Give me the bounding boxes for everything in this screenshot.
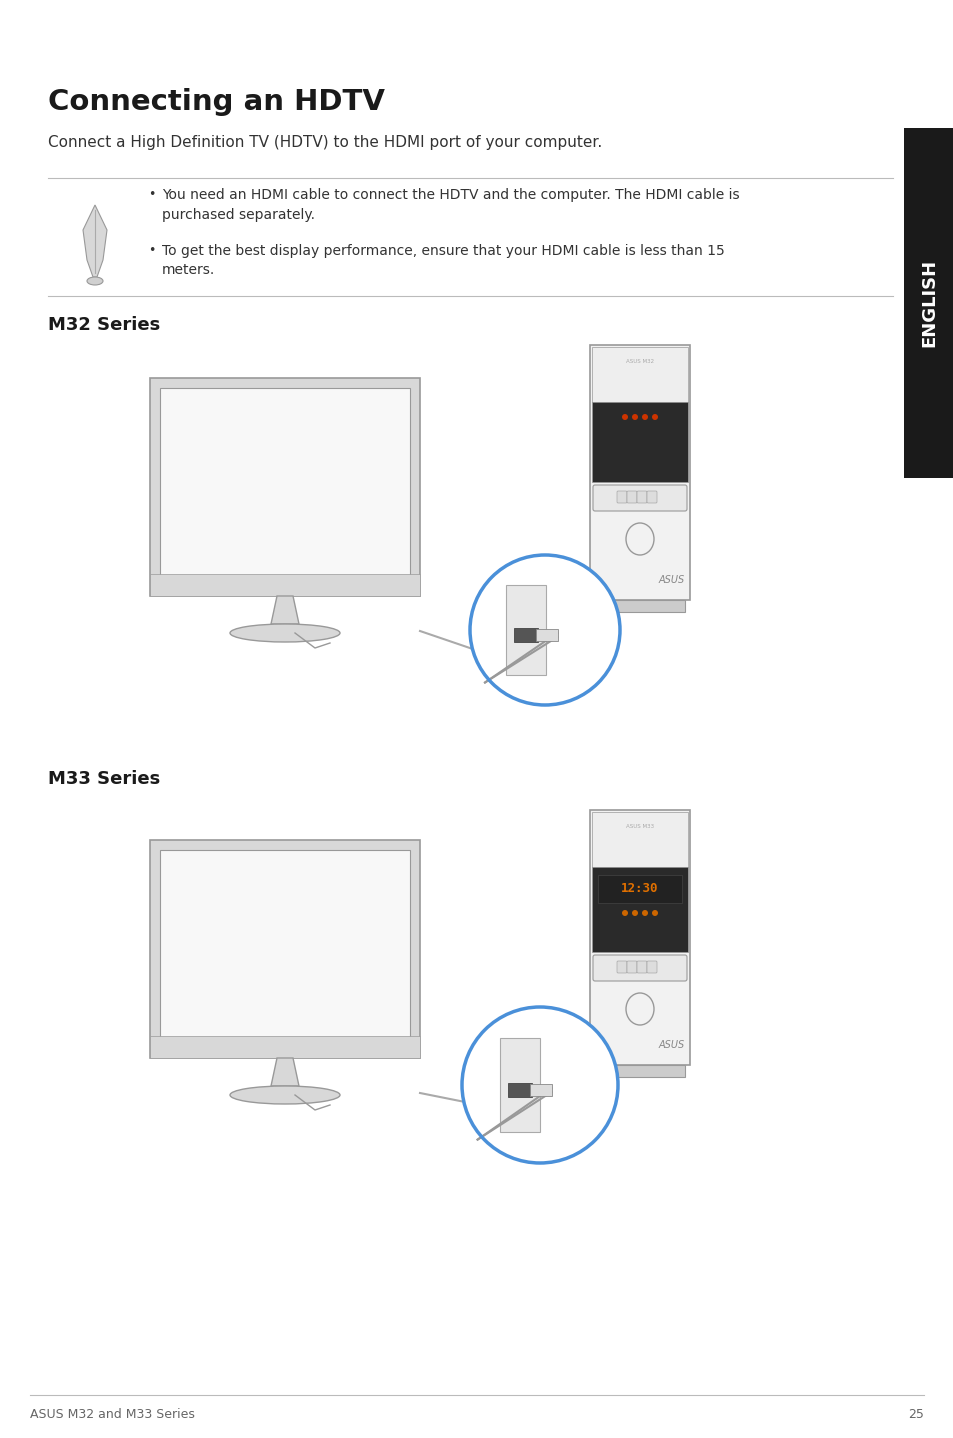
Ellipse shape (87, 278, 103, 285)
FancyBboxPatch shape (530, 1084, 552, 1096)
FancyBboxPatch shape (500, 1038, 540, 1132)
Circle shape (621, 910, 627, 916)
FancyBboxPatch shape (160, 388, 410, 592)
FancyBboxPatch shape (637, 490, 646, 503)
Ellipse shape (230, 1086, 339, 1104)
FancyBboxPatch shape (150, 1035, 419, 1058)
FancyBboxPatch shape (598, 874, 681, 903)
FancyBboxPatch shape (593, 955, 686, 981)
FancyBboxPatch shape (150, 574, 419, 595)
FancyBboxPatch shape (150, 840, 419, 1058)
FancyBboxPatch shape (593, 485, 686, 510)
FancyBboxPatch shape (617, 490, 626, 503)
Text: ASUS M32 and M33 Series: ASUS M32 and M33 Series (30, 1408, 194, 1421)
FancyBboxPatch shape (903, 128, 953, 477)
FancyBboxPatch shape (595, 600, 684, 613)
Text: 12:30: 12:30 (620, 883, 659, 896)
FancyBboxPatch shape (592, 403, 687, 482)
FancyBboxPatch shape (637, 961, 646, 974)
FancyBboxPatch shape (506, 585, 546, 674)
Circle shape (631, 414, 638, 420)
Circle shape (621, 414, 627, 420)
FancyBboxPatch shape (514, 628, 537, 641)
FancyBboxPatch shape (617, 961, 626, 974)
Circle shape (631, 910, 638, 916)
FancyBboxPatch shape (160, 850, 410, 1054)
Text: You need an HDMI cable to connect the HDTV and the computer. The HDMI cable is
p: You need an HDMI cable to connect the HD… (162, 188, 739, 221)
FancyBboxPatch shape (646, 961, 657, 974)
FancyBboxPatch shape (150, 378, 419, 595)
Text: 25: 25 (907, 1408, 923, 1421)
Text: •: • (148, 244, 155, 257)
Text: M33 Series: M33 Series (48, 769, 160, 788)
FancyBboxPatch shape (589, 345, 689, 600)
Polygon shape (83, 206, 107, 278)
FancyBboxPatch shape (646, 490, 657, 503)
Text: ASUS M32: ASUS M32 (625, 360, 654, 364)
FancyBboxPatch shape (626, 490, 637, 503)
Ellipse shape (625, 523, 654, 555)
Circle shape (651, 414, 658, 420)
Text: Connect a High Definition TV (HDTV) to the HDMI port of your computer.: Connect a High Definition TV (HDTV) to t… (48, 135, 601, 150)
Text: ENGLISH: ENGLISH (919, 259, 937, 347)
Text: ASUS M33: ASUS M33 (625, 824, 654, 828)
Text: M32 Series: M32 Series (48, 316, 160, 334)
Circle shape (470, 555, 619, 705)
Circle shape (641, 910, 647, 916)
FancyBboxPatch shape (508, 1083, 532, 1097)
Polygon shape (271, 595, 298, 624)
FancyBboxPatch shape (595, 1066, 684, 1077)
FancyBboxPatch shape (536, 628, 558, 641)
Polygon shape (271, 1058, 298, 1086)
FancyBboxPatch shape (626, 961, 637, 974)
Circle shape (461, 1007, 618, 1163)
FancyBboxPatch shape (592, 867, 687, 952)
FancyBboxPatch shape (592, 812, 687, 867)
Circle shape (641, 414, 647, 420)
FancyBboxPatch shape (589, 810, 689, 1066)
Text: ASUS: ASUS (659, 575, 684, 585)
Ellipse shape (625, 994, 654, 1025)
Ellipse shape (230, 624, 339, 641)
Text: •: • (148, 188, 155, 201)
Text: ASUS: ASUS (659, 1040, 684, 1050)
Text: Connecting an HDTV: Connecting an HDTV (48, 88, 384, 116)
Circle shape (651, 910, 658, 916)
FancyBboxPatch shape (592, 347, 687, 403)
Text: To get the best display performance, ensure that your HDMI cable is less than 15: To get the best display performance, ens… (162, 244, 724, 278)
